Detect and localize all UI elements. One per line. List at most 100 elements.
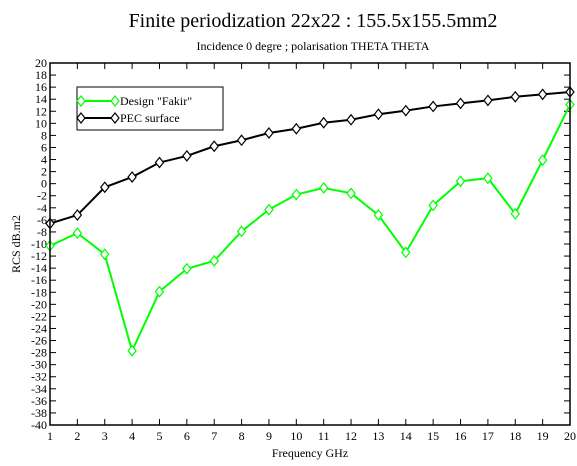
data-point-design-fakir [373,209,384,222]
x-tick-label: 10 [290,429,302,443]
x-tick-label: 4 [129,429,135,443]
data-point-design-fakir [428,199,438,212]
y-tick-label: -8 [37,225,47,239]
data-point-design-fakir [127,344,137,357]
x-tick-label: 2 [74,429,80,443]
y-tick-label: 20 [35,56,47,70]
series-layer [45,85,575,357]
data-point-design-fakir [154,285,165,298]
y-tick-label: 10 [35,116,47,130]
data-point-pec-surface [346,113,356,126]
x-tick-label: 16 [455,429,467,443]
legend-item-pec-surface: PEC surface [76,111,180,125]
y-tick-label: -22 [31,309,47,323]
data-point-pec-surface [182,149,192,162]
y-tick-label: -30 [31,358,47,372]
x-tick-label: 19 [537,429,549,443]
x-tick-label: 13 [372,429,384,443]
y-tick-label: -20 [31,297,47,311]
data-point-pec-surface [373,108,384,121]
y-tick-label: -18 [31,285,47,299]
data-point-design-fakir [264,203,274,216]
x-tick-label: 9 [266,429,272,443]
data-point-design-fakir [401,246,411,259]
y-tick-label: -2 [37,189,47,203]
data-point-design-fakir [209,254,219,267]
y-tick-label: 2 [41,165,47,179]
legend-marker-pec-surface-left [76,112,86,124]
data-point-pec-surface [318,116,329,129]
x-tick-label: 20 [564,429,576,443]
y-tick-label: -28 [31,346,47,360]
y-tick-label: -26 [31,334,47,348]
legend-marker-design-fakir-right [110,95,120,107]
y-tick-label: -12 [31,249,47,263]
x-tick-label: 8 [239,429,245,443]
x-tick-label: 14 [400,429,412,443]
y-tick-label: -4 [37,201,47,215]
y-tick-label: 18 [35,68,47,82]
y-tick-label: -32 [31,370,47,384]
data-point-pec-surface [483,94,493,107]
ticks-layer: 1 2 3 4 5 6 7 8 9 10 11 12 13 14 15 16 17 18 19 20201816141… [31,56,576,443]
x-tick-label: 7 [211,429,217,443]
chart-title: Finite periodization 22x22 : 155.5x155.5… [129,10,498,32]
data-point-design-fakir [318,181,329,194]
y-tick-label: -6 [37,213,47,227]
data-point-pec-surface [127,171,137,183]
x-tick-label: 17 [482,429,494,443]
y-tick-label: -34 [31,382,47,396]
y-tick-label: -36 [31,394,47,408]
y-tick-label: 6 [41,140,47,154]
data-point-pec-surface [401,104,411,117]
data-point-pec-surface [455,97,466,110]
legend-label-design-fakir: Design "Fakir" [120,94,192,108]
y-tick-label: -24 [31,321,47,335]
x-tick-label: 3 [102,429,108,443]
y-axis-label: RCS dB.m2 [9,215,23,273]
x-tick-label: 5 [156,429,162,443]
y-tick-label: -16 [31,273,47,287]
y-tick-label: 12 [35,104,47,118]
y-tick-label: -40 [31,418,47,432]
x-tick-label: 1 [47,429,53,443]
data-point-pec-surface [99,181,110,194]
data-point-pec-surface [72,209,83,222]
data-point-design-fakir [182,262,192,275]
y-tick-label: 4 [41,153,47,167]
data-point-pec-surface [537,88,548,101]
y-tick-label: 14 [35,92,47,106]
data-point-pec-surface [264,127,274,139]
data-point-design-fakir [236,225,247,238]
x-axis-label: Frequency GHz [272,446,348,460]
y-tick-label: 8 [41,128,47,142]
data-point-pec-surface [291,122,302,135]
series-line-pec-surface [49,90,571,225]
x-tick-label: 11 [318,429,330,443]
data-point-pec-surface [209,140,219,153]
chart-subtitle: Incidence 0 degre ; polarisation THETA T… [197,39,430,53]
x-tick-label: 12 [345,429,357,443]
y-tick-label: -38 [31,406,47,420]
y-tick-label: 0 [41,177,47,191]
data-point-design-fakir [483,172,493,185]
y-tick-label: -14 [31,261,47,275]
data-point-design-fakir [455,175,466,188]
x-tick-label: 6 [184,429,190,443]
series-line-design-fakir [49,104,571,354]
data-point-pec-surface [236,134,247,147]
data-point-design-fakir [346,187,356,200]
data-point-design-fakir [537,154,548,167]
x-tick-label: 18 [509,429,521,443]
data-point-design-fakir [510,207,521,220]
legend: Design "Fakir" PEC surface [76,86,224,131]
legend-marker-pec-surface-right [110,112,120,124]
data-point-pec-surface [154,156,165,169]
legend-marker-design-fakir-left [76,95,86,107]
data-point-pec-surface [510,90,521,103]
legend-label-pec-surface: PEC surface [120,111,180,125]
plot-frame [49,62,571,426]
legend-box [76,86,224,131]
